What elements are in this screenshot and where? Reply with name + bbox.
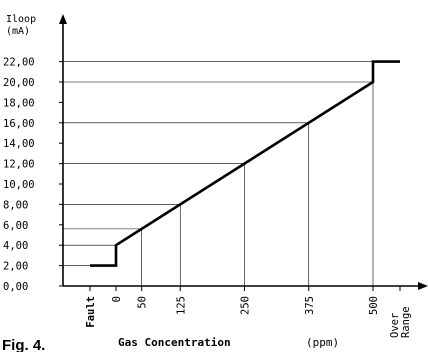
x-tick-label: 125 [175,296,187,315]
guide-lines [63,61,374,286]
y-tick-label: 8,00 [3,199,28,211]
y-tick-label: 12,00 [3,159,35,171]
x-tick-label: 250 [240,296,252,315]
y-axis-label-line1: Iloop [6,14,36,25]
x-tick-label: 500 [368,296,380,315]
y-tick-label: 18,00 [3,97,35,109]
x-axis: Fault 0 50 125 250 375 500 Over Range [63,282,428,338]
x-tick-label: Fault [85,296,97,328]
y-tick-label: 20,00 [3,77,35,89]
x-tick-label: Over [389,313,401,338]
x-axis-title: Gas Concentration [118,336,231,349]
y-tick-label: 0,00 [3,281,28,293]
y-tick-label: 2,00 [3,261,28,273]
loop-current-line [90,60,400,267]
x-tick-label: 0 [111,296,123,302]
x-tick-label: 375 [304,296,316,315]
y-tick-label: 10,00 [3,179,35,191]
figure-label: Fig. 4. [2,337,45,352]
y-axis: 0,00 2,00 4,00 6,00 8,00 10,00 12,00 14,00 16,00… [3,14,67,293]
y-tick-label: 4,00 [3,240,28,252]
y-tick-label: 16,00 [3,118,35,130]
y-tick-label: 22,00 [3,57,35,69]
y-tick-label: 6,00 [3,220,28,232]
x-tick-label: Range [400,306,412,338]
x-axis-arrow [418,282,428,290]
y-axis-label-line2: (mA) [6,26,30,37]
y-axis-arrow [59,14,67,24]
x-axis-unit: (ppm) [306,336,339,349]
series-layer [90,60,400,267]
x-tick-label: 50 [137,296,149,309]
y-tick-label: 14,00 [3,138,35,150]
